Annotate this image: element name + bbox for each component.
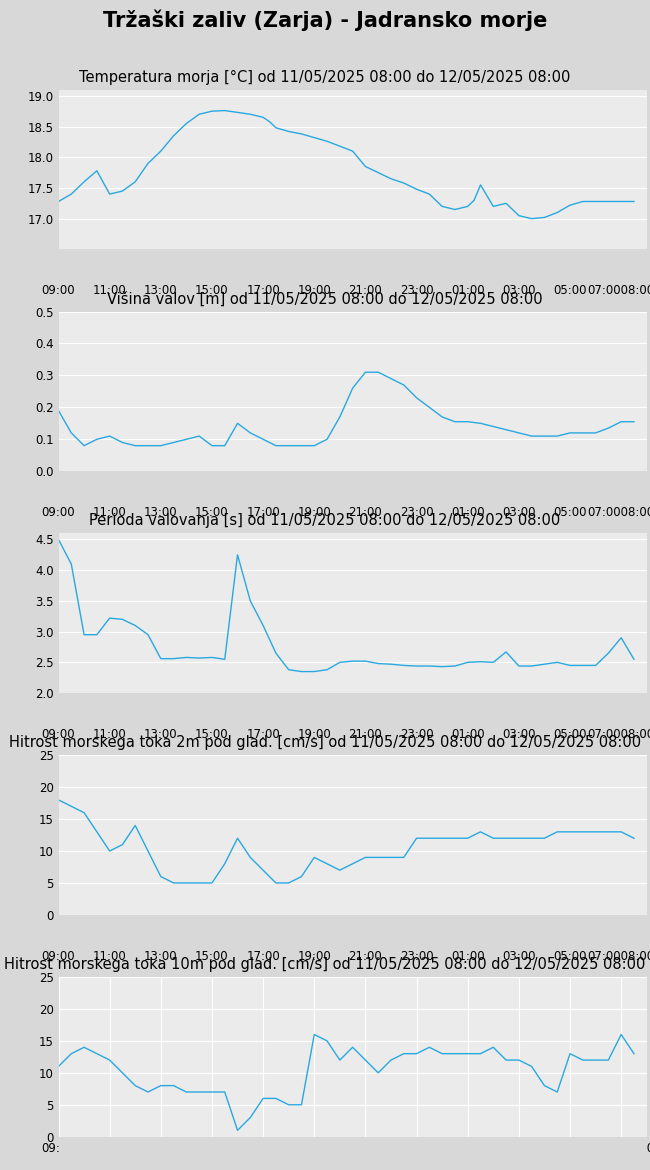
Text: Hitrost morskega toka 10m pod glad. [cm/s] od 11/05/2025 08:00 do 12/05/2025 08:: Hitrost morskega toka 10m pod glad. [cm/… [5, 957, 645, 972]
Text: Perioda valovanja [s] od 11/05/2025 08:00 do 12/05/2025 08:00: Perioda valovanja [s] od 11/05/2025 08:0… [90, 514, 560, 528]
Text: Tržaški zaliv (Zarja) - Jadransko morje: Tržaški zaliv (Zarja) - Jadransko morje [103, 9, 547, 30]
Text: Hitrost morskega toka 2m pod glad. [cm/s] od 11/05/2025 08:00 do 12/05/2025 08:0: Hitrost morskega toka 2m pod glad. [cm/s… [9, 735, 641, 750]
Text: Temperatura morja [°C] od 11/05/2025 08:00 do 12/05/2025 08:00: Temperatura morja [°C] od 11/05/2025 08:… [79, 69, 571, 84]
Text: Višina valov [m] od 11/05/2025 08:00 do 12/05/2025 08:00: Višina valov [m] od 11/05/2025 08:00 do … [107, 291, 543, 307]
